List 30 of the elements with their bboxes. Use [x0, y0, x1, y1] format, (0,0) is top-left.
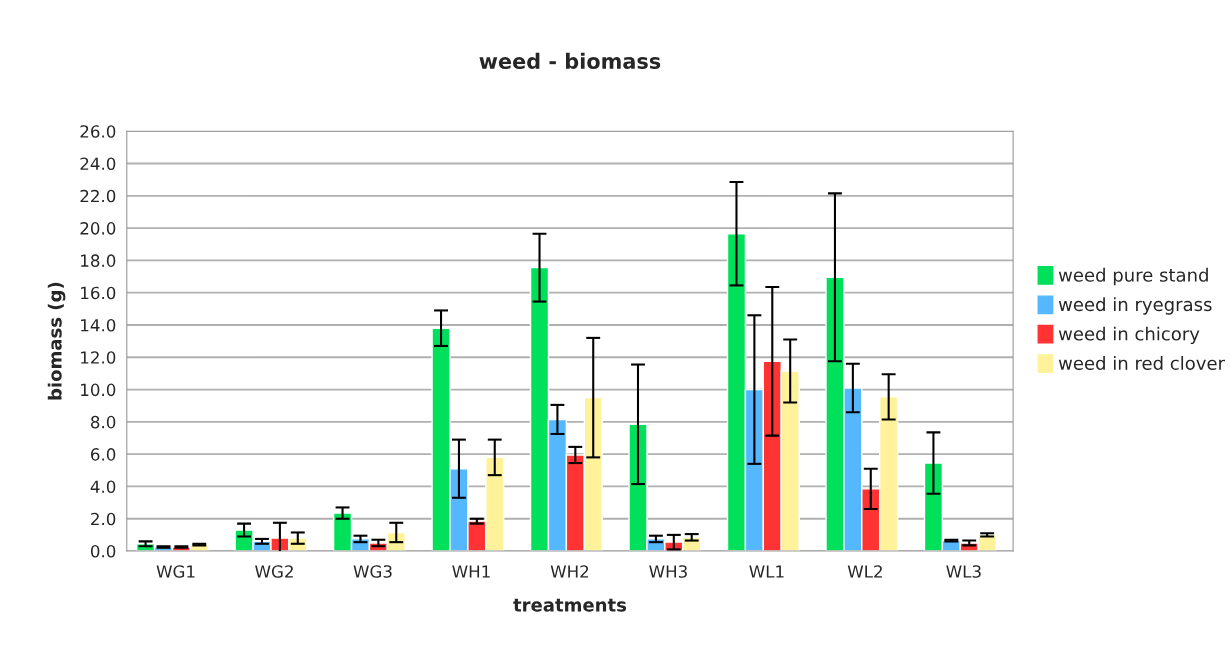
y-tick-label: 24.0	[80, 157, 116, 171]
y-tick-label: 8.0	[91, 415, 116, 429]
legend-label: weed in red clover	[1058, 356, 1225, 370]
y-tick-label: 4.0	[90, 480, 116, 494]
y-tick-label: 0.0	[90, 545, 116, 558]
y-tick-label: 2.0	[91, 512, 116, 526]
y-tick-label: 10.0	[81, 383, 116, 397]
x-tick-label: WL3	[946, 565, 981, 578]
legend-label: weed in chicory	[1058, 326, 1200, 345]
x-tick-label: WL1	[749, 565, 784, 578]
chart-title: weed - biomass	[479, 52, 661, 69]
y-tick-label: 26.0	[80, 125, 116, 138]
x-tick-label: WH2	[550, 565, 589, 578]
y-tick-label: 16.0	[81, 286, 116, 300]
legend-label: weed in ryegrass	[1058, 297, 1212, 315]
x-tick-label: WG3	[353, 565, 392, 578]
y-tick-label: 22.0	[80, 189, 116, 203]
y-tick-label: 12.0	[81, 351, 116, 364]
x-axis-title: treatments	[513, 598, 627, 612]
y-tick-label: 20.0	[80, 222, 116, 235]
y-tick-label: 14.0	[81, 318, 116, 332]
x-tick-label: WG2	[255, 565, 293, 578]
y-tick-label: 6.0	[91, 448, 116, 461]
x-tick-label: WH1	[452, 565, 490, 578]
y-axis-title: biomass (g)	[47, 282, 66, 400]
x-tick-label: WH3	[649, 565, 687, 578]
x-tick-label: WG1	[156, 565, 195, 578]
x-tick-label: WL2	[847, 565, 882, 578]
legend-label: weed pure stand	[1058, 267, 1208, 286]
y-tick-label: 18.0	[81, 254, 116, 267]
